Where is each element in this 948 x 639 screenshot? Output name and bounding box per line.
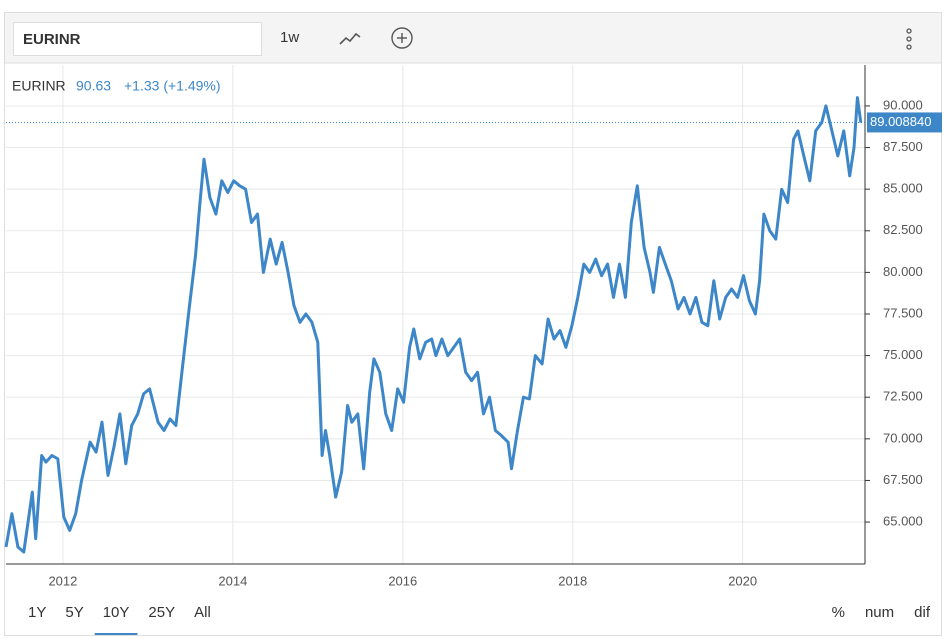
mode-button[interactable]: num [865, 604, 894, 621]
x-tick-label: 2018 [558, 573, 587, 588]
y-tick-label: 90.000 [883, 97, 923, 112]
y-tick-label: 87.500 [883, 139, 923, 154]
add-circle [391, 27, 413, 49]
y-tick-label: 75.000 [883, 347, 923, 362]
add-button[interactable] [391, 27, 413, 49]
legend-change: +1.33 (+1.49%) [124, 78, 221, 94]
mode-button[interactable]: % [832, 604, 845, 621]
last-price-label: 89.008840 [870, 114, 931, 129]
price-line [4, 96, 863, 554]
symbol-text[interactable]: EURINR [23, 31, 81, 48]
symbol-input[interactable] [13, 22, 262, 56]
y-tick-label: 85.000 [883, 181, 923, 196]
range-button[interactable]: 10Y [103, 604, 130, 621]
dot [906, 28, 912, 34]
chart-type-icon[interactable] [339, 32, 361, 45]
mode-button[interactable]: dif [914, 604, 931, 621]
x-tick-label: 2016 [388, 573, 417, 588]
y-tick-label: 82.500 [883, 222, 923, 237]
x-tick-label: 2014 [218, 573, 247, 588]
menu-button[interactable] [906, 28, 912, 50]
x-tick-label: 2012 [48, 573, 77, 588]
dot [906, 44, 912, 50]
legend-last: 90.63 [76, 78, 111, 94]
y-tick-label: 67.500 [883, 472, 923, 487]
frame [4, 12, 942, 636]
dot [906, 36, 912, 42]
plot: 65.000 67.500 70.000 72.500 75.000 77.500 80.0… [4, 65, 948, 588]
y-tick-label: 70.000 [883, 430, 923, 445]
x-tick-label: 2020 [728, 573, 757, 588]
range-button[interactable]: All [194, 604, 211, 621]
range-button[interactable]: 1Y [28, 604, 46, 621]
range-button[interactable]: 5Y [65, 604, 83, 621]
last-price-box [867, 112, 947, 133]
y-tick-label: 80.000 [883, 264, 923, 279]
y-tick-label: 77.500 [883, 305, 923, 320]
legend-symbol: EURINR [12, 78, 66, 94]
range-button[interactable]: 25Y [148, 604, 175, 621]
footer: 1Y 5Y 10Y 25Y All dif num% [28, 604, 931, 635]
y-tick-label: 65.000 [883, 513, 923, 528]
interval-button[interactable]: 1w [280, 29, 299, 46]
right-clip [942, 111, 948, 134]
y-tick-label: 72.500 [883, 389, 923, 404]
